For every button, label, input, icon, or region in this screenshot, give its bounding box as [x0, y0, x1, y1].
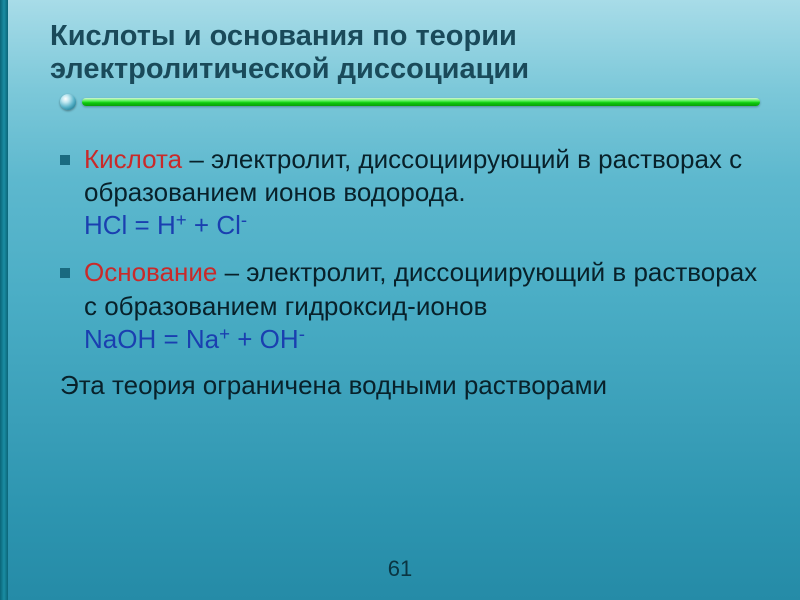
term-base: Основание [84, 257, 217, 287]
formula-acid: HCl = H+ + Cl- [84, 210, 247, 240]
term-acid: Кислота [84, 144, 182, 174]
definition-acid: – электролит, диссоциирующий в растворах… [84, 144, 742, 207]
bullet-text: Основание – электролит, диссоциирующий в… [84, 256, 760, 356]
divider-ball-icon [60, 94, 76, 110]
bullet-text: Кислота – электролит, диссоциирующий в р… [84, 143, 760, 243]
slide-header: Кислоты и основания по теории электролит… [50, 20, 760, 87]
left-border [0, 0, 8, 600]
bullet-square-icon [60, 155, 70, 165]
divider-bar [82, 98, 760, 106]
bullet-square-icon [60, 268, 70, 278]
formula-base: NaOH = Na+ + OH- [84, 324, 305, 354]
footer-note: Эта теория ограничена водными растворами [50, 370, 760, 401]
divider [60, 95, 760, 109]
slide: Кислоты и основания по теории электролит… [0, 0, 800, 600]
slide-content: Кислота – электролит, диссоциирующий в р… [50, 133, 760, 357]
bullet-item: Кислота – электролит, диссоциирующий в р… [60, 143, 760, 243]
title-line-2: электролитической диссоциации [50, 53, 529, 85]
bullet-item: Основание – электролит, диссоциирующий в… [60, 256, 760, 356]
page-number: 61 [388, 556, 412, 582]
slide-title: Кислоты и основания по теории электролит… [50, 20, 760, 87]
title-line-1: Кислоты и основания по теории [50, 20, 517, 52]
